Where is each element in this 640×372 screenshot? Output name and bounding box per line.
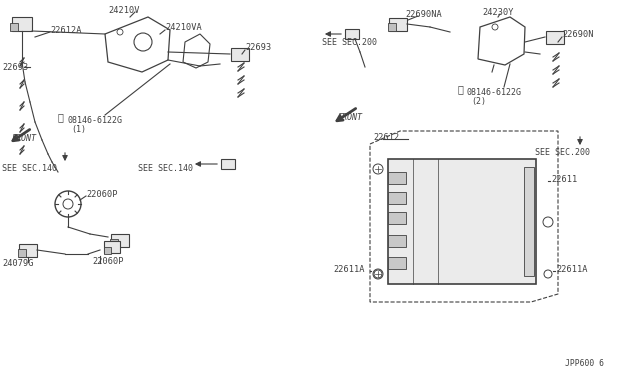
Text: 22611A: 22611A	[333, 264, 365, 273]
Text: (1): (1)	[71, 125, 86, 134]
Text: 22612: 22612	[373, 132, 399, 141]
FancyBboxPatch shape	[388, 192, 406, 204]
Text: 08146-6122G: 08146-6122G	[67, 115, 122, 125]
Text: FRONT: FRONT	[338, 112, 363, 122]
FancyBboxPatch shape	[524, 167, 534, 276]
FancyBboxPatch shape	[18, 249, 26, 257]
Text: 24230Y: 24230Y	[482, 7, 513, 16]
Text: 22690NA: 22690NA	[405, 10, 442, 19]
Text: 22060P: 22060P	[86, 189, 118, 199]
Text: SEE SEC.140: SEE SEC.140	[2, 164, 57, 173]
Text: 22611A: 22611A	[556, 264, 588, 273]
Text: SEE SEC.200: SEE SEC.200	[322, 38, 377, 46]
FancyBboxPatch shape	[388, 257, 406, 269]
Text: 24210V: 24210V	[108, 6, 140, 15]
Text: FRONT: FRONT	[12, 134, 37, 142]
Text: SEE SEC.200: SEE SEC.200	[535, 148, 590, 157]
Text: SEE SEC.140: SEE SEC.140	[138, 164, 193, 173]
FancyBboxPatch shape	[388, 172, 406, 184]
Text: 22612A: 22612A	[50, 26, 81, 35]
Text: 22060P: 22060P	[92, 257, 124, 266]
Text: 08146-6122G: 08146-6122G	[467, 87, 522, 96]
FancyBboxPatch shape	[111, 234, 129, 247]
FancyBboxPatch shape	[546, 31, 564, 44]
FancyBboxPatch shape	[388, 212, 406, 224]
FancyBboxPatch shape	[110, 239, 118, 247]
FancyBboxPatch shape	[104, 241, 120, 253]
Text: 24210VA: 24210VA	[165, 22, 202, 32]
FancyBboxPatch shape	[221, 159, 235, 169]
FancyBboxPatch shape	[389, 17, 407, 31]
Text: 22611: 22611	[551, 174, 577, 183]
FancyBboxPatch shape	[345, 29, 359, 39]
Text: JPP600 6: JPP600 6	[565, 359, 604, 369]
FancyBboxPatch shape	[104, 247, 111, 254]
Text: 24079G: 24079G	[2, 260, 33, 269]
Text: 22690N: 22690N	[562, 29, 593, 38]
FancyBboxPatch shape	[388, 159, 536, 284]
FancyBboxPatch shape	[10, 23, 18, 31]
FancyBboxPatch shape	[388, 235, 406, 247]
Text: (2): (2)	[471, 96, 486, 106]
Text: ⒱: ⒱	[58, 112, 64, 122]
Text: 22693: 22693	[2, 62, 28, 71]
FancyBboxPatch shape	[388, 23, 396, 31]
Text: 22693: 22693	[245, 42, 271, 51]
FancyBboxPatch shape	[231, 48, 249, 61]
FancyBboxPatch shape	[12, 17, 32, 31]
FancyBboxPatch shape	[19, 244, 37, 257]
Text: ⒱: ⒱	[458, 84, 464, 94]
